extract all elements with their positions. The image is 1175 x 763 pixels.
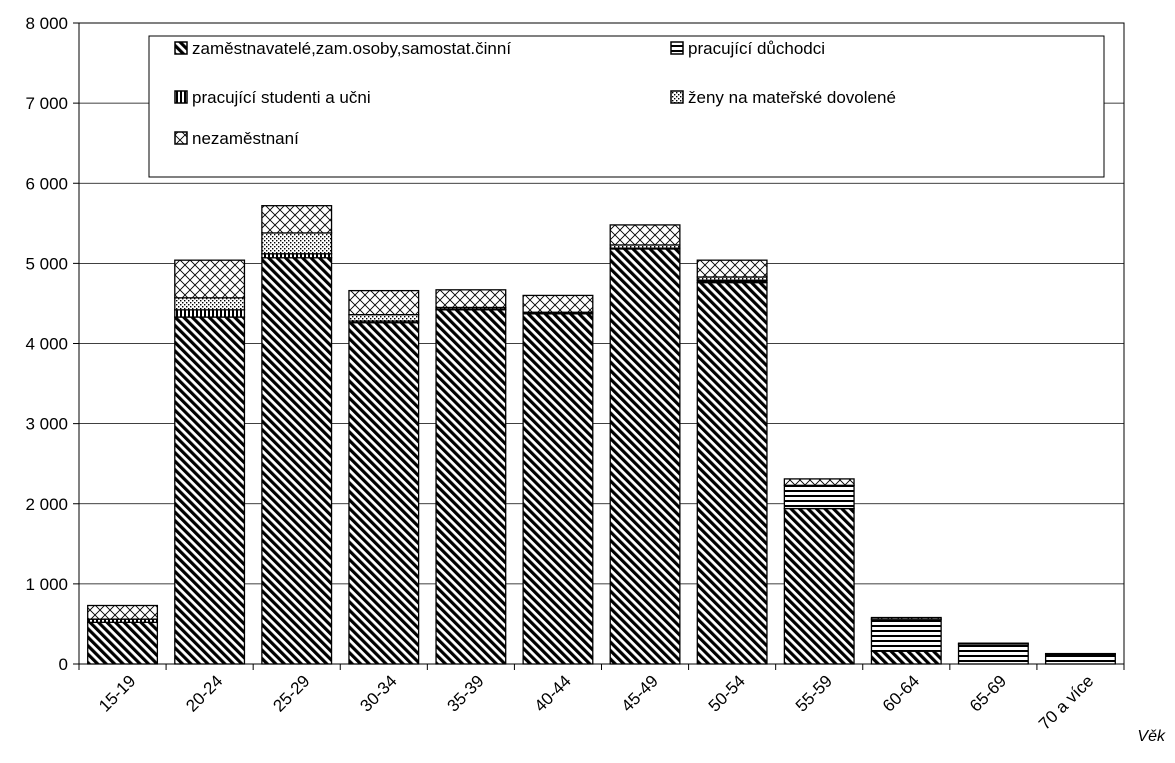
bar-segment: [261, 257, 333, 665]
legend-swatch: [670, 41, 684, 55]
x-category-label: 70 a více: [1035, 671, 1097, 733]
bar-segment: [696, 259, 768, 278]
legend-label: pracující důchodci: [688, 39, 825, 58]
y-tick-label: 2 000: [25, 495, 68, 514]
bars: [87, 205, 1116, 665]
bar-segment: [174, 309, 246, 318]
x-category-label: 65-69: [966, 671, 1010, 715]
bar-segment: [348, 322, 420, 665]
legend-swatch: [174, 41, 188, 55]
bar-segment: [522, 294, 594, 313]
bar-segment: [87, 621, 159, 665]
bar-segment: [261, 205, 333, 234]
bar-segment: [696, 281, 768, 665]
legend-swatch: [174, 90, 188, 104]
bar-segment: [174, 297, 246, 311]
bar-segment: [957, 643, 1029, 665]
x-category-label: 30-34: [356, 671, 400, 715]
y-tick-label: 3 000: [25, 415, 68, 434]
y-tick-label: 4 000: [25, 335, 68, 354]
legend-label: pracující studenti a učni: [192, 88, 371, 107]
y-tick-label: 8 000: [25, 14, 68, 33]
bar-segment: [261, 232, 333, 255]
bar-segment: [174, 259, 246, 299]
bar-segment: [609, 248, 681, 665]
bar-segment: [957, 642, 1029, 645]
legend: zaměstnavatelé,zam.osoby,samostat.činní p…: [148, 35, 1105, 178]
legend-swatch: [174, 131, 188, 145]
y-tick-label: 0: [59, 655, 68, 674]
bar-segment: [870, 650, 942, 665]
x-category-label: 50-54: [705, 671, 749, 715]
bar-segment: [609, 224, 681, 246]
x-category-label: 45-49: [618, 671, 662, 715]
x-category-label: 60-64: [879, 671, 923, 715]
bar-segment: [522, 313, 594, 665]
bar-segment: [870, 618, 942, 652]
y-tick-label: 6 000: [25, 174, 68, 193]
legend-label: zaměstnavatelé,zam.osoby,samostat.činní: [192, 39, 511, 58]
x-category-label: 15-19: [95, 671, 139, 715]
bar-segment: [435, 309, 507, 665]
bar-segment: [783, 507, 855, 665]
legend-label: ženy na mateřské dovolené: [688, 88, 896, 107]
x-category-label: 55-59: [792, 671, 836, 715]
y-tick-label: 7 000: [25, 94, 68, 113]
legend-swatch: [670, 90, 684, 104]
bar-segment: [435, 289, 507, 309]
x-category-label: 35-39: [444, 671, 488, 715]
bar-segment: [348, 289, 420, 316]
x-category-label: 25-29: [269, 671, 313, 715]
y-tick-label: 1 000: [25, 575, 68, 594]
x-category-label: 20-24: [182, 671, 226, 715]
bar-segment: [1044, 653, 1116, 665]
legend-label: nezaměstnaní: [192, 129, 299, 148]
bar-segment: [783, 484, 855, 510]
bar-segment: [174, 316, 246, 665]
bar-segment: [1044, 652, 1116, 656]
bar-segment: [87, 604, 159, 620]
x-category-label: 40-44: [531, 671, 575, 715]
bar-segment: [870, 616, 942, 620]
x-axis-label: Věk: [1137, 728, 1166, 745]
y-tick-label: 5 000: [25, 254, 68, 273]
legend-box: [148, 35, 1105, 178]
bar-segment: [348, 314, 420, 322]
bar-segment: [783, 478, 855, 486]
